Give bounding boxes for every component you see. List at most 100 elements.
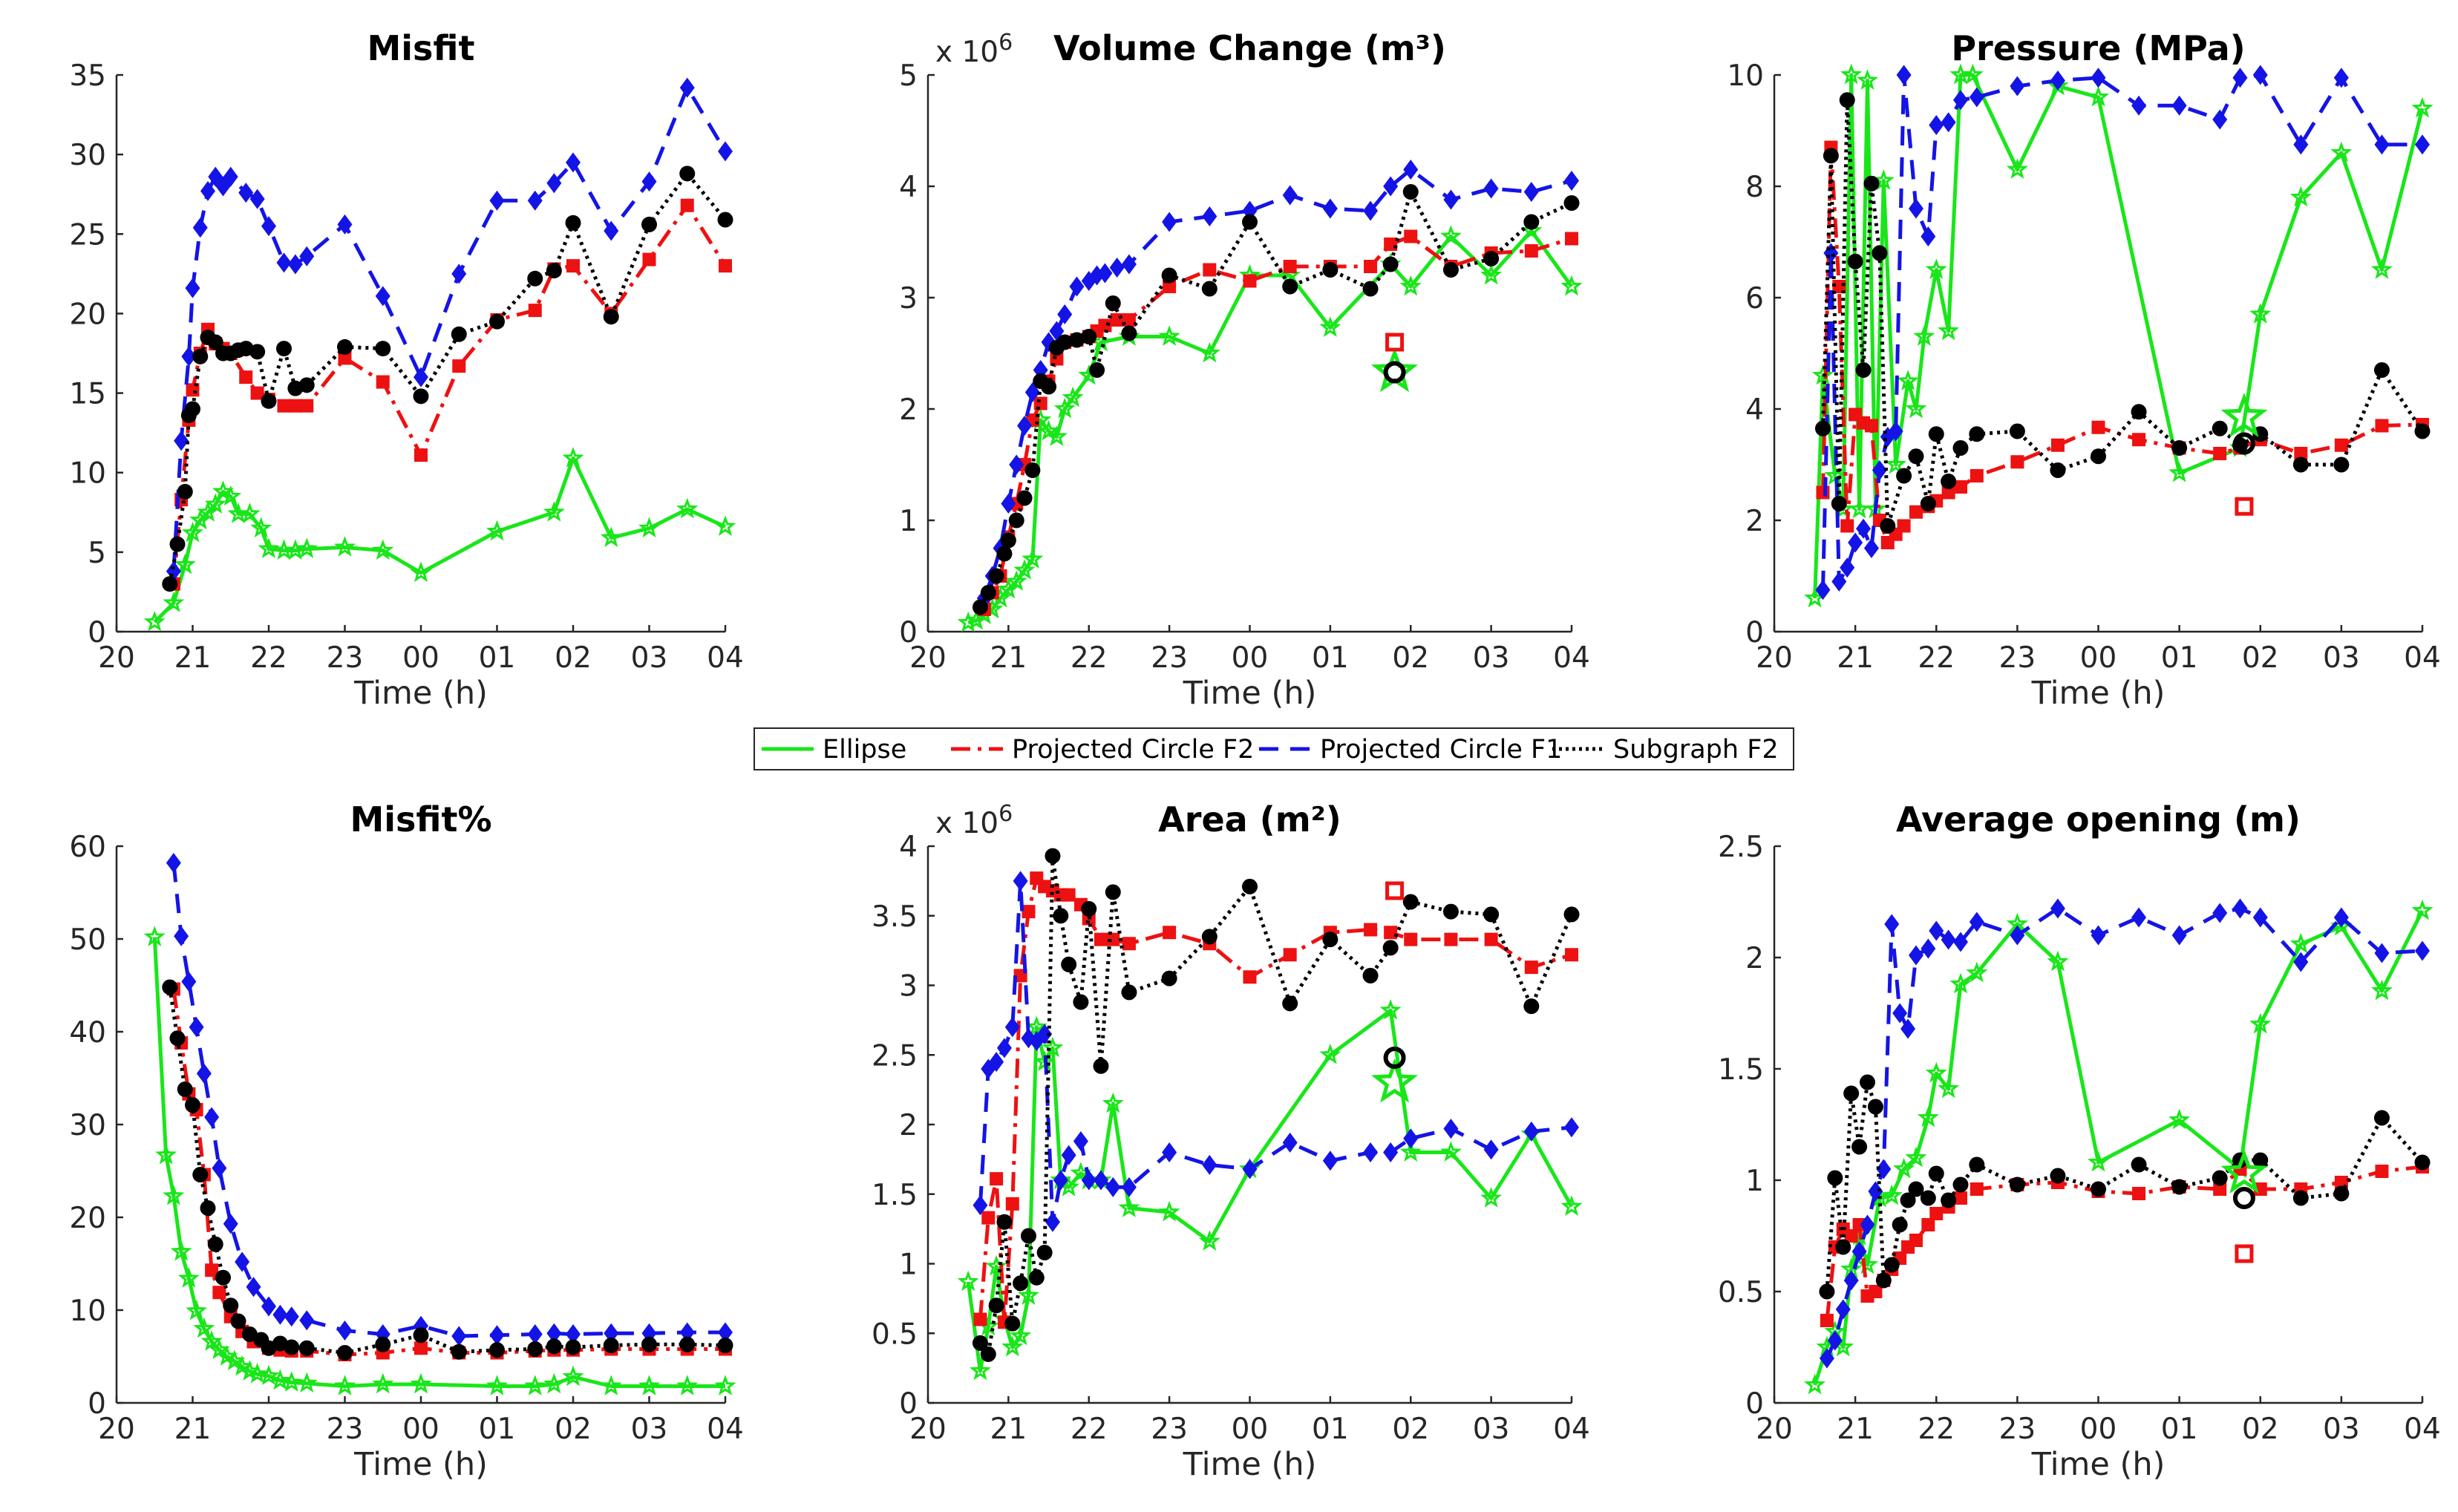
data-point [1017,416,1033,436]
data-point [451,1344,467,1360]
data-point [1941,485,1955,500]
data-point [192,1167,209,1182]
data-point [1843,1270,1859,1291]
data-point [638,1375,661,1395]
data-point [486,1375,509,1395]
data-point [250,517,272,538]
data-point [1243,970,1257,984]
data-point [375,286,390,307]
y-tick-label: 8 [1745,171,1764,204]
data-point [1062,888,1076,902]
data-point [1322,198,1338,219]
data-point [1068,332,1085,348]
x-tick-label: 21 [990,641,1027,675]
data-point [337,1345,353,1361]
data-point [174,431,189,451]
data-point [169,1030,186,1047]
data-point [1905,397,1927,419]
data-point [996,1038,1012,1058]
data-point [1073,1131,1088,1151]
data-point [1867,1099,1883,1115]
data-point [414,367,428,387]
data-point [174,553,196,575]
data-point [375,1336,391,1352]
data-point [972,599,988,615]
data-point [1062,386,1084,408]
x-tick-label: 22 [250,1413,287,1446]
panel-title: Average opening (m) [1896,799,2301,840]
data-point [2289,932,2312,954]
data-point [973,1195,988,1216]
data-point [2091,925,2106,946]
panel-misfit: 20 21 22 23 00 01 02 03 04 0 10 20 30 40 50 60 Misfit% Ti… [69,799,743,1483]
highlight-marker [2232,1187,2255,1209]
data-point [1860,1214,1875,1235]
x-tick-label: 20 [98,641,135,675]
data-point [1283,948,1297,962]
data-point [2370,979,2393,1001]
data-point [2168,1108,2191,1130]
data-point [1009,454,1024,475]
data-point [1363,1142,1379,1162]
legend-label: Projected Circle F2 [1012,735,1254,765]
data-point [2253,1182,2267,1196]
data-point [170,1240,192,1261]
data-point [163,1185,185,1205]
data-point [1042,1036,1064,1058]
data-point [2131,95,2147,116]
y-tick-label: 30 [69,1109,106,1142]
data-point [603,1338,619,1353]
data-point [1161,970,1177,986]
series-line [978,190,1573,609]
x-tick-label: 00 [2080,1413,2117,1446]
data-point [1892,1217,1908,1233]
series-subgraph-f2 [1814,92,2431,534]
data-point [1811,364,1834,385]
data-point [546,1323,562,1344]
data-point [410,561,432,583]
data-point [1081,900,1097,917]
data-point [1952,90,1968,111]
data-point [1000,532,1016,549]
x-axis-label: Time (h) [1183,1446,1317,1483]
data-point [1399,275,1422,296]
x-tick-label: 21 [174,641,212,675]
data-point [1953,1191,1967,1205]
data-point [230,1313,246,1329]
data-point [1069,276,1085,297]
panel-title: Pressure (MPa) [1951,28,2245,68]
data-point [1045,1211,1060,1232]
data-point [1050,352,1064,366]
data-point [1036,1245,1053,1260]
data-point [276,252,292,273]
data-point [177,483,193,500]
data-point [2050,438,2065,452]
data-point [249,189,265,209]
y-tick-label: 2.5 [1718,831,1764,864]
data-point [1283,260,1297,273]
data-point [1928,1165,1944,1182]
y-tick-label: 3 [899,282,918,315]
data-point [2373,1110,2390,1126]
data-point [600,526,622,548]
data-point [1024,462,1041,478]
data-point [603,309,619,325]
data-point [1564,171,1579,191]
data-point [489,190,505,211]
data-point [717,212,733,228]
x-tick-label: 23 [1151,641,1188,675]
data-point [2132,433,2146,447]
y-tick-label: 1.5 [1718,1053,1764,1087]
data-point [546,263,562,279]
data-point [969,1359,991,1381]
series-ellipse [143,926,736,1395]
data-point [2415,134,2430,155]
x-tick-label: 23 [1999,1413,2036,1446]
data-point [1109,258,1125,278]
data-point [988,1297,1004,1314]
data-point [1364,260,1378,273]
x-tick-label: 03 [631,641,668,675]
data-point [527,1341,543,1357]
data-point [1037,1024,1053,1044]
data-point [1855,362,1872,378]
